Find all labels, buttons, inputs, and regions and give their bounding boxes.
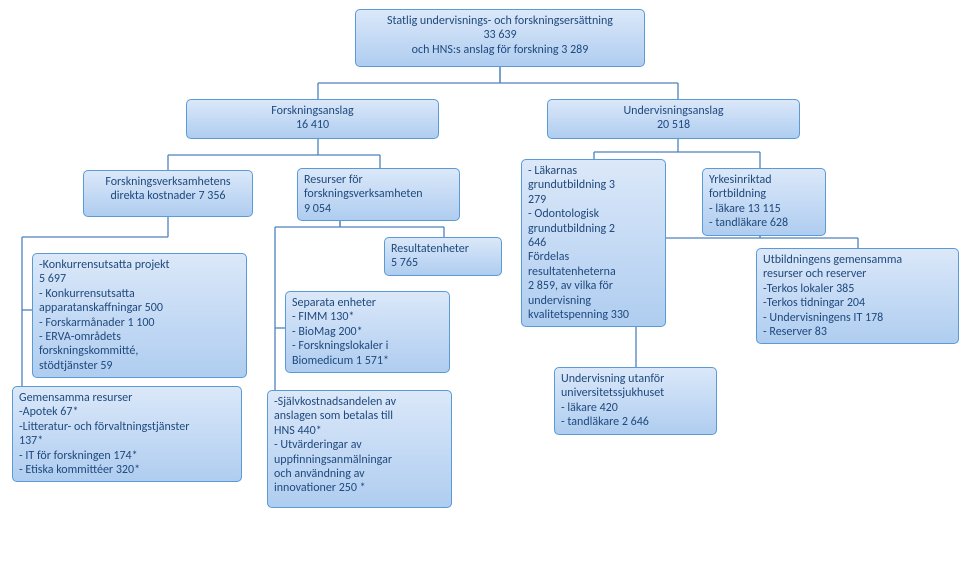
node-forsk-line: 16 410 xyxy=(193,118,432,132)
node-underv-line: Undervisningsanslag xyxy=(554,104,793,118)
node-utanfor-line: - tandläkare 2 646 xyxy=(561,415,710,429)
node-gemensamma: Gemensamma resurser-Apotek 67*-Litteratu… xyxy=(12,386,242,482)
node-direkta-line: Forskningsverksamhetens xyxy=(90,175,246,189)
node-sjalvkost-line: -Självkostnadsandelen av xyxy=(274,395,445,409)
node-resurser-line: Resurser för xyxy=(304,173,453,187)
node-lakarna-line: resultatenheterna xyxy=(528,265,659,279)
node-yrkes-line: - tandläkare 628 xyxy=(709,216,819,230)
node-utanfor-line: Undervisning utanför xyxy=(561,372,710,386)
node-underv: Undervisningsanslag20 518 xyxy=(547,99,800,139)
node-lakarna-line: 279 xyxy=(528,193,659,207)
node-root-line: 33 639 xyxy=(362,28,638,42)
node-underv-line: 20 518 xyxy=(554,118,793,132)
node-konkurrens-line: forskningskommitté, xyxy=(39,344,240,358)
node-sjalvkost-line: anslagen som betalas till xyxy=(274,409,445,423)
node-root-line: Statlig undervisnings- och forskningsers… xyxy=(362,14,638,28)
node-forsk: Forskningsanslag16 410 xyxy=(186,99,439,139)
node-utbild-line: - Reserver 83 xyxy=(763,325,952,339)
node-forsk-line: Forskningsanslag xyxy=(193,104,432,118)
node-konkurrens-line: - Forskarmånader 1 100 xyxy=(39,316,240,330)
node-gemensamma-line: -Apotek 67* xyxy=(19,405,235,419)
node-yrkes-line: - läkare 13 115 xyxy=(709,202,819,216)
node-lakarna-line: undervisning xyxy=(528,294,659,308)
node-resurser-line: 9 054 xyxy=(304,202,453,216)
node-separata-line: - FIMM 130* xyxy=(292,310,443,324)
node-resultat-line: Resultatenheter xyxy=(391,242,495,256)
node-gemensamma-line: - Etiska kommittéer 320* xyxy=(19,463,235,477)
node-yrkes-line: fortbildning xyxy=(709,187,819,201)
node-sjalvkost-line: HNS 440* xyxy=(274,424,445,438)
node-utbild: Utbildningens gemensammaresurser och res… xyxy=(756,248,959,344)
node-konkurrens-line: - ERVA-områdets xyxy=(39,330,240,344)
node-konkurrens-line: -Konkurrensutsatta projekt xyxy=(39,258,240,272)
node-yrkes: Yrkesinriktadfortbildning- läkare 13 115… xyxy=(702,168,826,236)
node-separata: Separata enheter- FIMM 130*- BioMag 200*… xyxy=(285,291,450,373)
node-separata-line: Biomedicum 1 571* xyxy=(292,354,443,368)
node-root-line: och HNS:s anslag för forskning 3 289 xyxy=(362,43,638,57)
node-direkta: Forskningsverksamhetensdirekta kostnader… xyxy=(83,170,253,217)
node-utanfor-line: - läkare 420 xyxy=(561,401,710,415)
node-gemensamma-line: -Litteratur- och förvaltningstjänster xyxy=(19,420,235,434)
node-separata-line: Separata enheter xyxy=(292,296,443,310)
node-root: Statlig undervisnings- och forskningsers… xyxy=(355,9,645,67)
node-lakarna-line: - Läkarnas xyxy=(528,164,659,178)
node-konkurrens: -Konkurrensutsatta projekt5 697- Konkurr… xyxy=(32,253,247,378)
node-konkurrens-line: stödtjänster 59 xyxy=(39,359,240,373)
node-utbild-line: Utbildningens gemensamma xyxy=(763,253,952,267)
node-sjalvkost-line: och användning av xyxy=(274,467,445,481)
node-lakarna-line: kvalitetspenning 330 xyxy=(528,308,659,322)
node-konkurrens-line: - Konkurrensutsatta xyxy=(39,287,240,301)
node-separata-line: - Forskningslokaler i xyxy=(292,339,443,353)
node-sjalvkost: -Självkostnadsandelen avanslagen som bet… xyxy=(267,390,452,508)
node-resurser: Resurser förforskningsverksamheten9 054 xyxy=(297,168,460,221)
node-resurser-line: forskningsverksamheten xyxy=(304,187,453,201)
node-lakarna-line: - Odontologisk xyxy=(528,207,659,221)
node-gemensamma-line: - IT för forskningen 174* xyxy=(19,449,235,463)
node-utanfor-line: universitetssjukhuset xyxy=(561,386,710,400)
node-lakarna-line: grundutbildning 2 xyxy=(528,222,659,236)
node-utbild-line: -Terkos tidningar 204 xyxy=(763,296,952,310)
node-konkurrens-line: 5 697 xyxy=(39,272,240,286)
node-sjalvkost-line: uppfinningsanmälningar xyxy=(274,453,445,467)
node-resultat-line: 5 765 xyxy=(391,256,495,270)
node-utbild-line: resurser och reserver xyxy=(763,267,952,281)
node-gemensamma-line: Gemensamma resurser xyxy=(19,391,235,405)
node-lakarna-line: Fördelas xyxy=(528,250,659,264)
node-utanfor: Undervisning utanföruniversitetssjukhuse… xyxy=(554,367,717,435)
node-konkurrens-line: apparatanskaffningar 500 xyxy=(39,301,240,315)
node-yrkes-line: Yrkesinriktad xyxy=(709,173,819,187)
node-direkta-line: direkta kostnader 7 356 xyxy=(90,189,246,203)
node-resultat: Resultatenheter5 765 xyxy=(384,237,502,276)
node-lakarna-line: grundutbildning 3 xyxy=(528,178,659,192)
node-lakarna-line: 2 859, av vilka för xyxy=(528,279,659,293)
node-gemensamma-line: 137* xyxy=(19,434,235,448)
node-utbild-line: - Undervisningens IT 178 xyxy=(763,311,952,325)
node-separata-line: - BioMag 200* xyxy=(292,325,443,339)
node-lakarna-line: 646 xyxy=(528,236,659,250)
node-sjalvkost-line: innovationer 250 * xyxy=(274,481,445,495)
node-utbild-line: -Terkos lokaler 385 xyxy=(763,282,952,296)
node-lakarna: - Läkarnasgrundutbildning 3279- Odontolo… xyxy=(521,159,666,327)
node-sjalvkost-line: - Utvärderingar av xyxy=(274,438,445,452)
